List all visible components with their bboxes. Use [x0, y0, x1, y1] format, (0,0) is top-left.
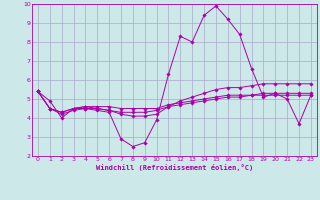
X-axis label: Windchill (Refroidissement éolien,°C): Windchill (Refroidissement éolien,°C): [96, 164, 253, 171]
